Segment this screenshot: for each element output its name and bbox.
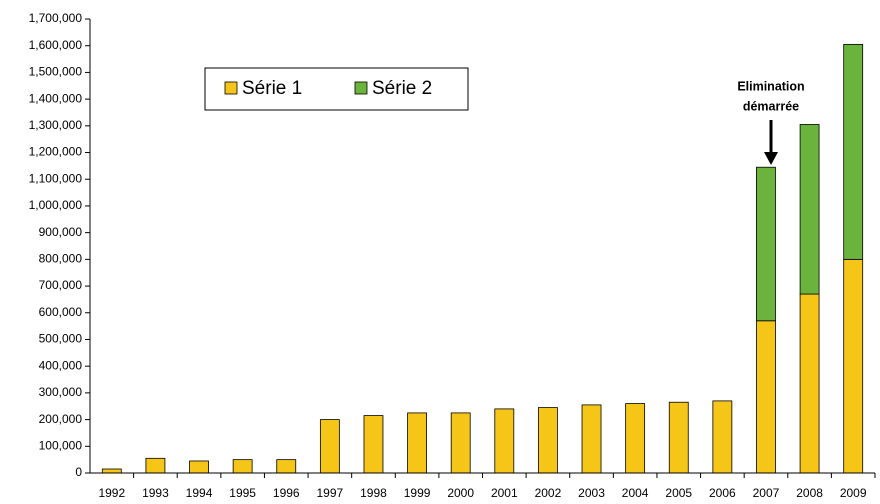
- legend-swatch: [354, 81, 368, 95]
- y-tick-label: 1,700,000: [29, 11, 83, 25]
- y-tick-label: 1,600,000: [29, 38, 83, 52]
- y-tick-label: 1,000,000: [29, 198, 83, 212]
- bar: [363, 415, 384, 474]
- y-tick-label: 1,100,000: [29, 171, 83, 185]
- y-tick-label: 100,000: [39, 438, 83, 452]
- bar: [799, 293, 820, 474]
- x-tick-label: 2003: [578, 486, 605, 500]
- bar: [189, 460, 209, 474]
- bar: [712, 400, 733, 474]
- bar: [668, 401, 689, 474]
- bar: [756, 166, 776, 322]
- x-tick-label: 1997: [317, 486, 344, 500]
- bar: [450, 412, 471, 474]
- legend-swatch: [224, 81, 238, 95]
- x-tick-label: 2007: [753, 486, 780, 500]
- bar: [232, 459, 253, 474]
- y-tick-label: 700,000: [39, 278, 83, 292]
- x-tick-label: 2008: [796, 486, 823, 500]
- x-tick-label: 1992: [98, 486, 125, 500]
- y-tick-label: 1,400,000: [29, 91, 83, 105]
- x-tick-label: 2004: [622, 486, 649, 500]
- x-tick-label: 2005: [665, 486, 692, 500]
- legend-box: [204, 67, 469, 111]
- y-tick-label: 0: [75, 465, 82, 479]
- x-tick-label: 1993: [142, 486, 169, 500]
- y-tick-label: 800,000: [39, 252, 83, 266]
- bar: [494, 408, 515, 474]
- x-tick-label: 1995: [229, 486, 256, 500]
- annotation: démarrée: [743, 99, 799, 113]
- annotation: Elimination: [737, 79, 804, 93]
- legend-label: Série 1: [242, 78, 302, 99]
- bar: [319, 419, 340, 474]
- x-tick-label: 1994: [186, 486, 213, 500]
- x-tick-label: 2001: [491, 486, 518, 500]
- bar: [843, 43, 864, 260]
- x-tick-label: 2006: [709, 486, 736, 500]
- x-tick-label: 1996: [273, 486, 300, 500]
- x-tick-label: 2009: [840, 486, 867, 500]
- bar: [581, 404, 602, 474]
- legend-label: Série 2: [372, 78, 432, 99]
- bar: [407, 412, 427, 474]
- x-tick-label: 1999: [404, 486, 431, 500]
- y-tick-label: 1,300,000: [29, 118, 83, 132]
- bar: [843, 258, 864, 474]
- bar: [145, 457, 166, 474]
- bar: [799, 124, 820, 295]
- arrow-head: [764, 152, 778, 165]
- y-tick-label: 400,000: [39, 358, 83, 372]
- y-tick-label: 500,000: [39, 332, 83, 346]
- y-tick-label: 1,500,000: [29, 65, 83, 79]
- bar: [101, 468, 122, 474]
- y-tick-label: 600,000: [39, 305, 83, 319]
- y-tick-label: 1,200,000: [29, 145, 83, 159]
- bar: [276, 459, 297, 474]
- y-tick-label: 900,000: [39, 225, 83, 239]
- y-tick-label: 200,000: [39, 412, 83, 426]
- x-tick-label: 2000: [447, 486, 474, 500]
- x-tick-label: 2002: [535, 486, 562, 500]
- y-tick-label: 300,000: [39, 385, 83, 399]
- bar: [625, 403, 646, 474]
- bar: [538, 407, 558, 474]
- x-tick-label: 1998: [360, 486, 387, 500]
- bar: [756, 320, 776, 474]
